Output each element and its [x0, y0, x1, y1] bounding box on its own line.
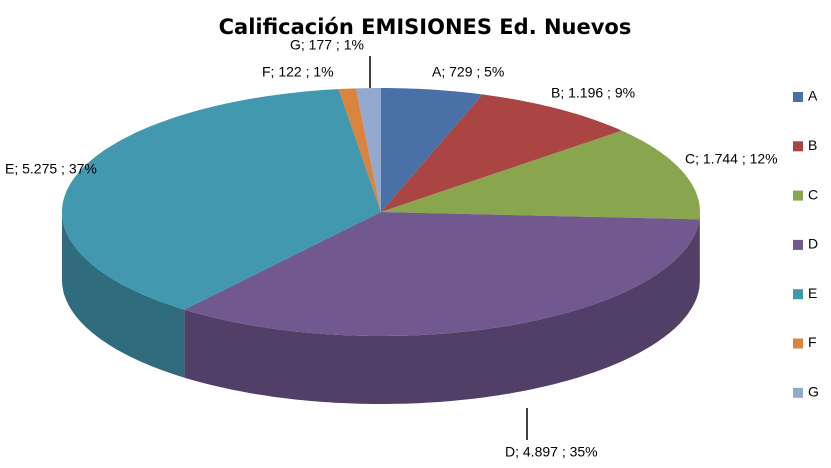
legend-swatch — [793, 338, 803, 349]
slice — [381, 88, 483, 212]
legend-label: D — [808, 236, 818, 252]
slice — [184, 212, 700, 404]
data-label: E; 5.275 ; 37% — [5, 161, 97, 177]
legend-label: B — [808, 137, 817, 153]
legend-swatch — [793, 289, 803, 300]
slice-top — [338, 88, 381, 212]
slice — [62, 89, 381, 378]
legend-swatch — [793, 190, 803, 201]
legend-swatch — [793, 92, 803, 102]
data-label: C; 1.744 ; 12% — [685, 151, 778, 167]
legend-label: F — [808, 334, 817, 350]
legend-swatch — [793, 141, 803, 152]
legend-swatch — [793, 239, 803, 250]
slice — [381, 94, 622, 212]
slice — [381, 130, 700, 288]
slice-top — [381, 130, 700, 220]
chart-title: Calificación EMISIONES Ed. Nuevos — [219, 15, 632, 39]
slice-top — [381, 88, 483, 212]
slice-side — [699, 212, 700, 288]
slice — [355, 88, 381, 212]
legend-label: G — [808, 384, 819, 400]
data-label: B; 1.196 ; 9% — [551, 85, 635, 101]
data-label: A; 729 ; 5% — [432, 64, 504, 80]
legend-label: A — [808, 88, 818, 104]
data-label: D; 4.897 ; 35% — [505, 444, 598, 460]
slice-top — [355, 88, 381, 212]
data-label: G; 177 ; 1% — [290, 37, 364, 53]
slice-side — [62, 212, 185, 378]
data-label: F; 122 ; 1% — [262, 64, 334, 80]
slice-top — [184, 212, 700, 336]
slice-side — [184, 219, 700, 404]
legend-label: E — [808, 285, 817, 301]
legend-label: C — [808, 186, 818, 202]
slice-top — [62, 89, 381, 310]
slice — [338, 88, 381, 212]
legend-swatch — [793, 387, 803, 398]
slice-top — [381, 94, 622, 212]
